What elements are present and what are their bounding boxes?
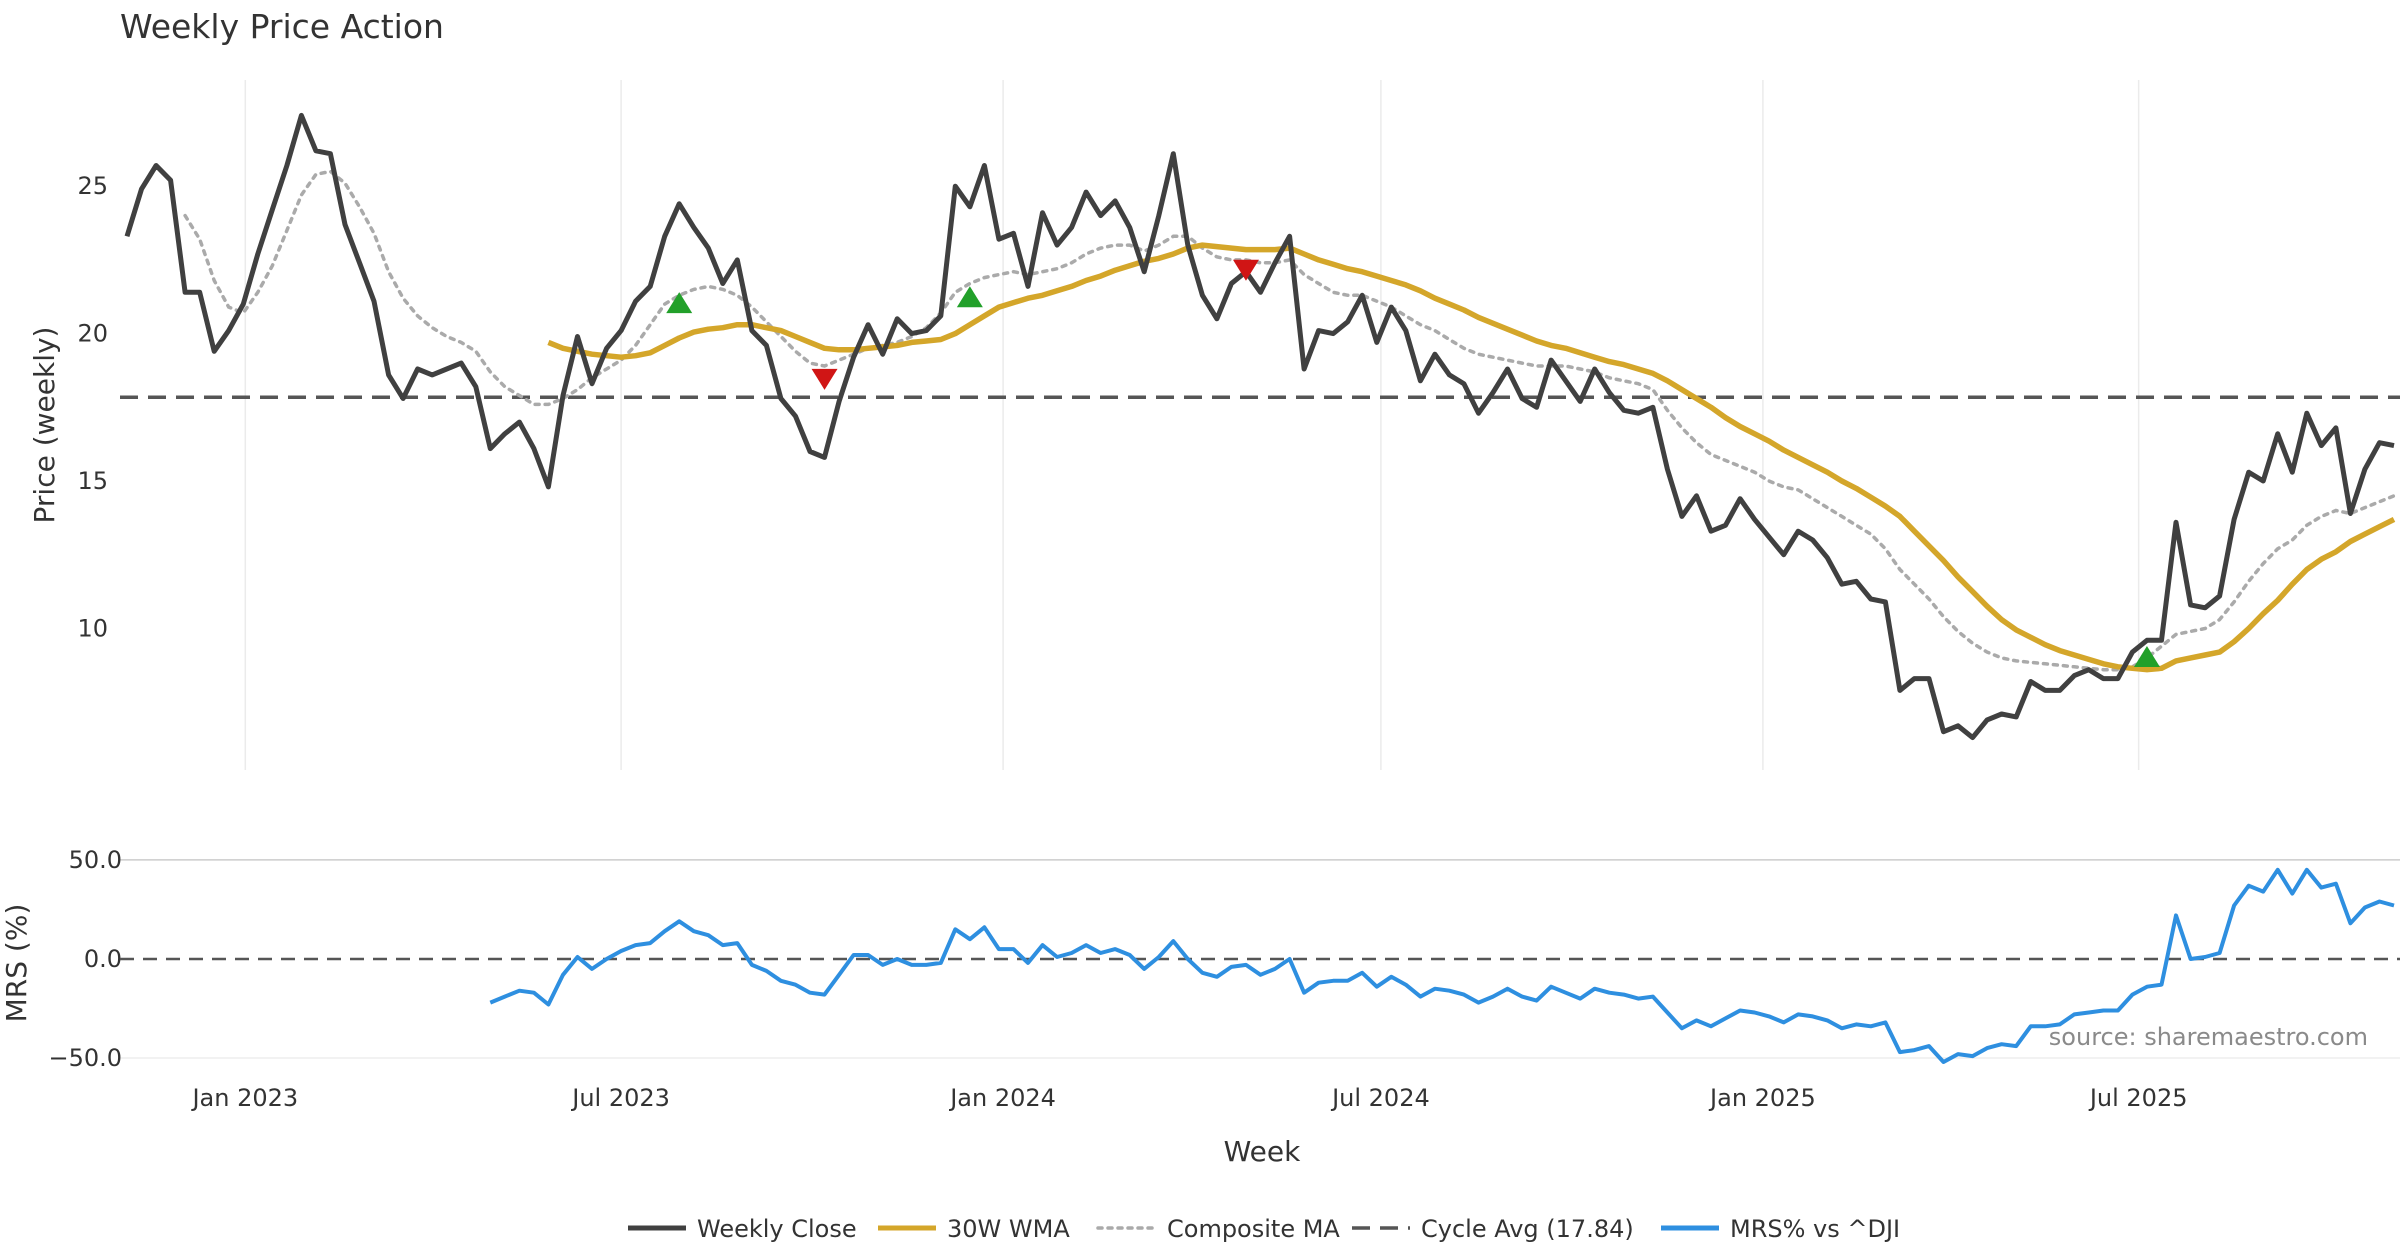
- price-y-tick-25: 25: [77, 172, 108, 200]
- sell-signal-marker-0: [811, 368, 838, 390]
- weekly-close-line: [124, 112, 2395, 741]
- buy-signal-marker-1: [956, 286, 983, 308]
- source-note: source: sharemaestro.com: [2049, 1023, 2368, 1051]
- price-y-ticks: 10 15 20 25: [77, 172, 108, 642]
- legend-label-wma: 30W WMA: [947, 1215, 1070, 1243]
- price-y-tick-10: 10: [77, 614, 108, 642]
- mrs-y-axis-label: MRS (%): [0, 904, 33, 1023]
- legend: Weekly Close 30W WMA Composite MA Cycle Avg…: [628, 1215, 1900, 1243]
- legend-label-mrs: MRS% vs ^DJI: [1730, 1215, 1900, 1243]
- x-tick-2: Jan 2024: [948, 1084, 1056, 1112]
- x-tick-0: Jan 2023: [190, 1084, 298, 1112]
- price-series-group: [120, 112, 2400, 741]
- x-ticks: Jan 2023 Jul 2023 Jan 2024 Jul 2024 Jan 2025…: [190, 1084, 2187, 1112]
- price-y-axis-label: Price (weekly): [28, 327, 61, 524]
- buy-signal-marker-0: [666, 292, 693, 314]
- x-tick-3: Jul 2024: [1330, 1084, 1430, 1112]
- mrs-y-tick-0: −50.0: [48, 1044, 122, 1072]
- mrs-line: [489, 867, 2395, 1064]
- mrs-y-ticks: −50.0 0.0 50.0: [48, 846, 122, 1072]
- price-vertical-grid: [244, 80, 2140, 770]
- legend-label-composite: Composite MA: [1167, 1215, 1340, 1243]
- sell-signal-marker-1: [1232, 259, 1259, 281]
- x-tick-4: Jan 2025: [1708, 1084, 1816, 1112]
- price-y-tick-15: 15: [77, 467, 108, 495]
- price-y-tick-20: 20: [77, 320, 108, 348]
- mrs-y-tick-1: 0.0: [84, 945, 122, 973]
- mrs-grid: [120, 859, 2400, 1059]
- legend-label-cycle: Cycle Avg (17.84): [1421, 1215, 1634, 1243]
- composite-ma-line: [183, 169, 2396, 672]
- chart-title: Weekly Price Action: [120, 7, 444, 46]
- legend-label-close: Weekly Close: [697, 1215, 857, 1243]
- mrs-series-group: [120, 867, 2400, 1064]
- x-tick-1: Jul 2023: [570, 1084, 670, 1112]
- x-axis-label: Week: [1224, 1135, 1301, 1168]
- x-tick-5: Jul 2025: [2088, 1084, 2188, 1112]
- signal-markers: [666, 259, 2160, 667]
- mrs-y-tick-2: 50.0: [69, 846, 122, 874]
- buy-signal-marker-2: [2133, 645, 2160, 667]
